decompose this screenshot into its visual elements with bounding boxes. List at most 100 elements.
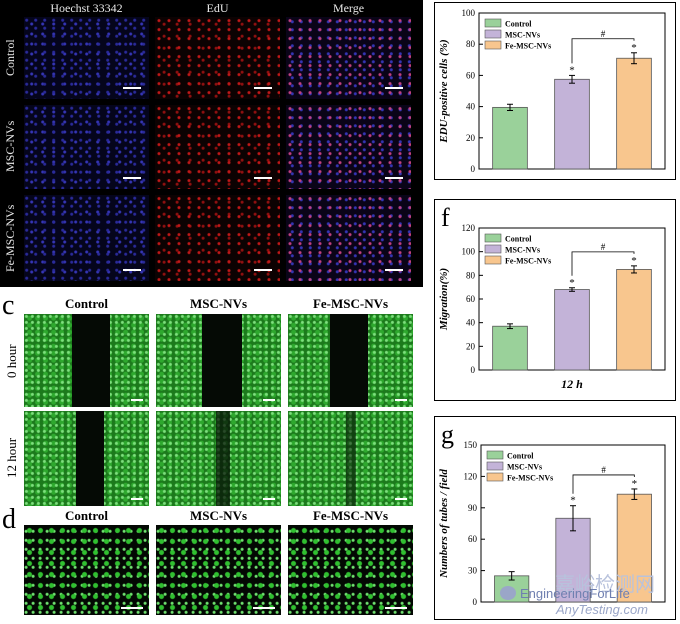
y-tick-label: 0 — [471, 164, 476, 174]
legend-label: MSC-NVs — [505, 31, 540, 40]
panel-letter-c: c — [2, 290, 15, 321]
y-tick-label: 30 — [468, 566, 478, 576]
image-hoechst-control — [24, 17, 149, 99]
y-tick-label: 0 — [473, 597, 478, 607]
legend-label: Control — [507, 452, 534, 461]
legend-label: Fe-MSC-NVs — [507, 474, 553, 483]
significance-star: * — [569, 277, 575, 289]
c-col-header-control: Control — [64, 296, 109, 311]
y-tick-label: 120 — [462, 223, 476, 233]
legend-label: MSC-NVs — [505, 246, 540, 255]
c-col-header-fe: Fe-MSC-NVs — [312, 296, 389, 311]
d-col-header-fe: Fe-MSC-NVs — [312, 508, 389, 523]
bracket-label: # — [601, 29, 606, 39]
y-tick-label: 80 — [466, 39, 476, 49]
y-tick-label: 60 — [466, 70, 476, 80]
watermark-cn: 嘉峪检测网 — [555, 574, 655, 596]
image-merge-control — [286, 17, 411, 99]
legend-swatch — [484, 255, 502, 265]
bracket-label: # — [601, 465, 606, 475]
y-tick-label: 80 — [466, 270, 476, 280]
y-tick-label: 60 — [468, 534, 478, 544]
scratch-fe-0h — [288, 314, 413, 407]
bar-MSC-NVs — [555, 517, 591, 603]
significance-bracket — [571, 38, 635, 64]
image-edu-fe — [155, 195, 280, 281]
c-col-header-msc: MSC-NVs — [189, 296, 248, 311]
tube-msc — [156, 525, 281, 615]
image-hoechst-fe — [24, 195, 149, 281]
y-tick-label: 40 — [466, 318, 476, 328]
col-header-edu: EdU — [206, 1, 229, 15]
legend-label: Fe-MSC-NVs — [505, 42, 551, 51]
legend-label: Fe-MSC-NVs — [505, 257, 551, 266]
bar-MSC-NVs — [554, 78, 590, 170]
legend-swatch — [484, 233, 502, 243]
panel-letter: f — [441, 203, 450, 232]
legend-label: Control — [505, 235, 532, 244]
legend-swatch — [484, 244, 502, 254]
significance-bracket — [572, 474, 635, 494]
image-edu-msc — [155, 105, 280, 189]
y-axis-label: Numbers of tubes / field — [438, 469, 450, 579]
d-col-header-msc: MSC-NVs — [189, 508, 248, 523]
legend-swatch — [486, 450, 504, 460]
image-edu-control — [155, 17, 280, 99]
chart-tubes: 0 30 60 90 120 150 Numbers of tubes / field g * *… — [438, 420, 666, 607]
y-tick-label: 40 — [466, 102, 476, 112]
legend-swatch — [484, 40, 502, 50]
legend-swatch — [484, 29, 502, 39]
d-col-header-control: Control — [64, 508, 109, 523]
x-axis-label: 12 h — [561, 377, 583, 391]
legend-swatch — [486, 472, 504, 482]
row-label-fe-msc-nvs: Fe-MSC-NVs — [3, 204, 17, 272]
y-axis-label: EDU-positive cells (%) — [438, 39, 450, 143]
row-label-msc-nvs: MSC-NVs — [3, 120, 17, 172]
significance-star: * — [631, 255, 637, 267]
image-merge-fe — [286, 195, 411, 281]
bracket-label: # — [601, 242, 606, 252]
y-tick-label: 100 — [462, 247, 476, 257]
bar-Fe-MSC-NVs — [616, 57, 652, 170]
wechat-icon — [500, 586, 516, 600]
chart-migration: 0 20 40 60 80 100 120 Migration(%) 12 h f * * # Contr… — [438, 203, 666, 391]
col-header-merge: Merge — [332, 1, 365, 15]
row-label-control: Control — [3, 39, 17, 77]
chart-edu-positive: 0 20 40 60 80 100 EDU-positive cells (%) * * # Con… — [438, 8, 666, 174]
tube-control — [24, 525, 149, 615]
scratch-control-0h — [24, 314, 149, 407]
significance-star: * — [569, 64, 575, 76]
chart-edu-box: 0 20 40 60 80 100 EDU-positive cells (%) * * # Con… — [434, 2, 676, 180]
significance-star: * — [570, 495, 576, 507]
bar-Fe-MSC-NVs — [616, 493, 652, 603]
y-tick-label: 120 — [464, 471, 478, 481]
significance-star: * — [632, 478, 638, 490]
chart-migration-box: 0 20 40 60 80 100 120 Migration(%) 12 h f * * # Contr… — [434, 199, 676, 401]
panel-letter-d: d — [2, 504, 16, 535]
y-tick-label: 0 — [471, 365, 476, 375]
y-axis-label: Migration(%) — [438, 268, 450, 331]
significance-bracket — [571, 251, 635, 276]
image-merge-msc — [286, 105, 411, 189]
scratch-control-12h — [24, 411, 149, 506]
y-tick-label: 100 — [462, 8, 476, 18]
c-row-label-12h: 12 hour — [4, 437, 19, 479]
bar-Control — [492, 106, 528, 170]
y-tick-label: 60 — [466, 294, 476, 304]
c-row-label-0h: 0 hour — [4, 344, 19, 378]
y-tick-label: 20 — [466, 133, 476, 143]
significance-star: * — [631, 42, 637, 54]
y-tick-label: 150 — [464, 440, 478, 450]
image-hoechst-msc — [24, 105, 149, 189]
col-header-hoechst: Hoechst 33342 — [50, 1, 123, 15]
legend-label: MSC-NVs — [507, 463, 542, 472]
bar-MSC-NVs — [554, 289, 590, 371]
y-tick-label: 20 — [466, 341, 476, 351]
y-tick-label: 90 — [468, 503, 478, 513]
scratch-msc-12h — [156, 411, 281, 506]
scratch-fe-12h — [288, 411, 413, 506]
watermark-line1: EngineeringForLife — [520, 586, 630, 601]
legend-swatch — [484, 18, 502, 28]
panel-letter: g — [441, 420, 454, 449]
bar-Control — [492, 325, 528, 371]
